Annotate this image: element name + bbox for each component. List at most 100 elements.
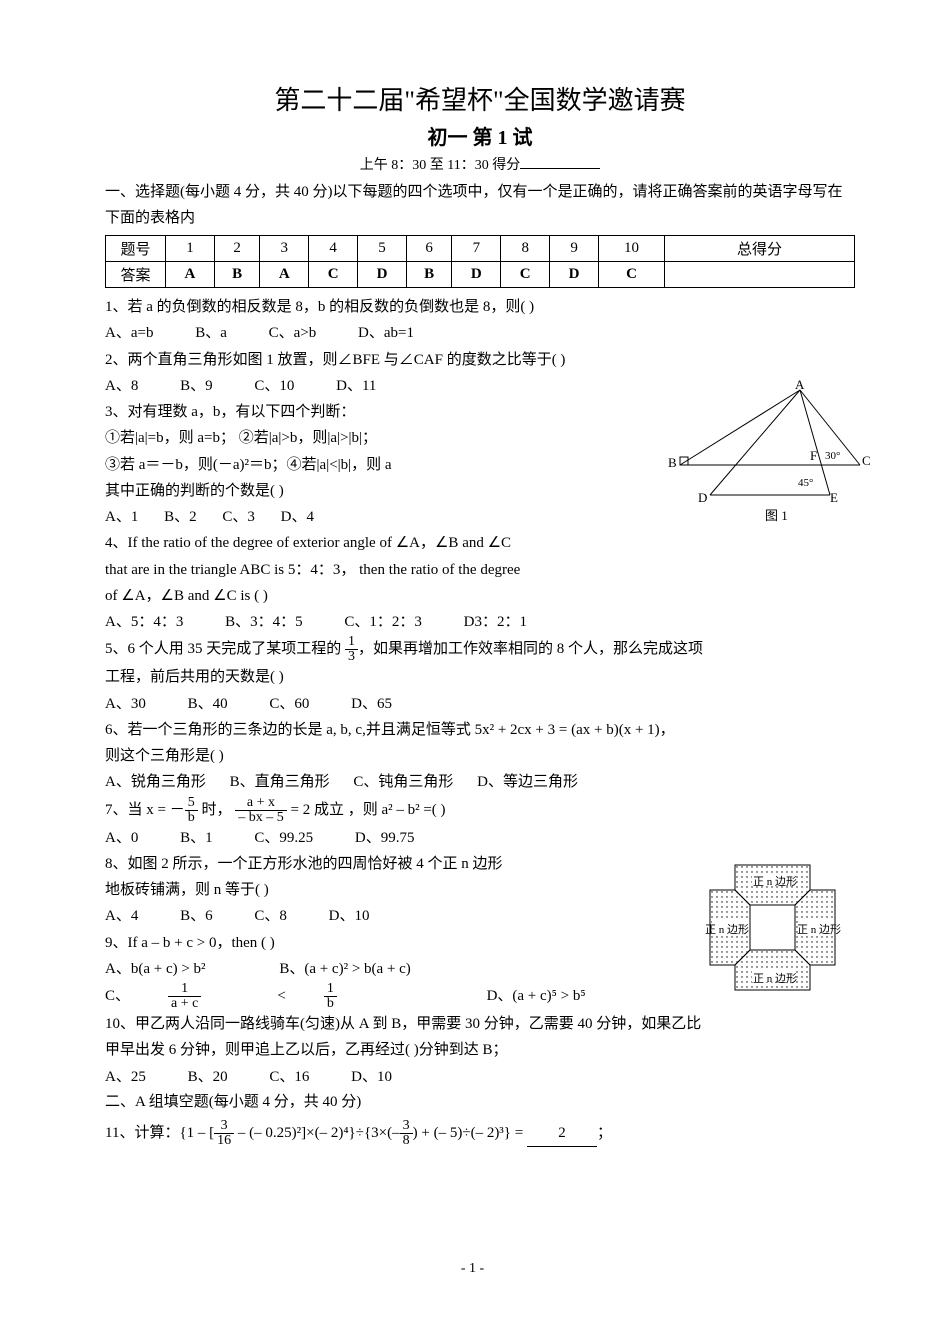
table-answer-row: 答案 A B A C D B D C D C	[106, 262, 855, 288]
figure-1: A B C D E F 30° 45° 图 1	[670, 385, 870, 525]
q6-a-opt: A、锐角三角形	[105, 769, 206, 795]
q5-a-opt: A、30	[105, 691, 146, 717]
fig2-top: 正 n 边形	[753, 873, 797, 889]
q6-b-opt: B、直角三角形	[230, 769, 330, 795]
fig2-left: 正 n 边形	[705, 921, 749, 937]
ans-4: C	[309, 262, 358, 288]
q5-b: ，如果再增加工作效率相同的 8 个人，那么完成这项	[358, 641, 703, 657]
q8-d-opt: D、10	[329, 903, 370, 929]
page-title: 第二十二届"希望杯"全国数学邀请赛	[105, 80, 855, 117]
ans-1: A	[166, 262, 215, 288]
q9-a-opt: A、b(a + c) > b²	[105, 956, 206, 982]
q8-c-opt: C、8	[254, 903, 287, 929]
q4-2: that are in the triangle ABC is 5：4：3， t…	[105, 557, 855, 583]
q7-c: = 2 成立 ，则 a² – b² =( )	[287, 801, 446, 817]
col-8: 8	[501, 236, 550, 262]
fig1-B: B	[668, 455, 677, 471]
q8-a-opt: A、4	[105, 903, 138, 929]
q11: 11、计算：{1 – [316 – (– 0.25)²]×(– 2)⁴}÷{3×…	[105, 1119, 855, 1148]
frac-3-16: 316	[214, 1119, 234, 1148]
q4-3: of ∠A，∠B and ∠C is ( )	[105, 583, 855, 609]
q9-b-opt: B、(a + c)² > b(a + c)	[279, 956, 411, 982]
q2-a: A、8	[105, 373, 138, 399]
q4-a: A、5：4：3	[105, 609, 183, 635]
q5-a: 5、6 个人用 35 天完成了某项工程的	[105, 641, 345, 657]
q11-d: ；	[597, 1125, 612, 1141]
score-blank	[520, 168, 600, 169]
col-2: 2	[214, 236, 259, 262]
q7-c-opt: C、99.25	[254, 825, 313, 851]
q11-answer: 2	[527, 1120, 597, 1147]
col-7: 7	[452, 236, 501, 262]
fig1-caption: 图 1	[765, 505, 788, 524]
q5: 5、6 个人用 35 天完成了某项工程的 13，如果再增加工作效率相同的 8 个…	[105, 635, 855, 664]
timeline: 上午 8：30 至 11：30 得分	[105, 154, 855, 174]
frac-ax: a + x– bx – 5	[235, 796, 287, 825]
ans-5: D	[358, 262, 407, 288]
q7-a: 7、当 x = －	[105, 801, 185, 817]
q5-d-opt: D、65	[351, 691, 392, 717]
fig1-A: A	[795, 377, 804, 393]
q2: 2、两个直角三角形如图 1 放置，则∠BFE 与∠CAF 的度数之比等于( )	[105, 347, 855, 373]
col-10: 10	[599, 236, 665, 262]
answer-table: 题号 1 2 3 4 5 6 7 8 9 10 总得分 答案 A B A C D…	[105, 235, 855, 288]
fig1-30: 30°	[825, 450, 840, 462]
q11-c: ) + (– 5)÷(– 2)³} =	[413, 1125, 527, 1141]
page-subtitle: 初一 第 1 试	[105, 121, 855, 150]
q1-c: C、a>b	[269, 320, 317, 346]
frac-1-b: 1b	[324, 982, 375, 1011]
frac-3-8: 38	[400, 1119, 413, 1148]
q4-c: C、1：2：3	[344, 609, 422, 635]
fig1-D: D	[698, 490, 707, 506]
q10-c-opt: C、16	[269, 1064, 309, 1090]
q1-a: A、a=b	[105, 320, 153, 346]
q9-d-opt: D、(a + c)⁵ > b⁵	[487, 983, 586, 1009]
ans-2: B	[214, 262, 259, 288]
col-5: 5	[358, 236, 407, 262]
timeline-text: 上午 8：30 至 11：30 得分	[360, 158, 520, 173]
fig1-E: E	[830, 490, 838, 506]
ans-9: D	[550, 262, 599, 288]
frac-5-b: 5b	[185, 796, 198, 825]
q10-b: 甲早出发 6 分钟，则甲追上乙以后，乙再经过( )分钟到达 B；	[105, 1037, 855, 1063]
q4-b: B、3：4：5	[225, 609, 303, 635]
q7-b-opt: B、1	[180, 825, 213, 851]
row-label: 答案	[106, 262, 166, 288]
q3-c: C、3	[222, 504, 255, 530]
fig1-F: F	[810, 448, 817, 464]
q7-d-opt: D、99.75	[355, 825, 415, 851]
q6-b: 则这个三角形是( )	[105, 743, 855, 769]
col-6: 6	[406, 236, 451, 262]
col-1: 1	[166, 236, 215, 262]
q3-b: B、2	[164, 504, 197, 530]
frac-1-ac: 1a + c	[168, 982, 239, 1011]
fig2-right: 正 n 边形	[797, 921, 841, 937]
q2-b: B、9	[180, 373, 213, 399]
q3-d: D、4	[281, 504, 314, 530]
q5-b-opt: B、40	[188, 691, 228, 717]
q10-opts: A、25 B、20 C、16 D、10	[105, 1064, 855, 1090]
q7-b: 时，	[198, 801, 232, 817]
q7: 7、当 x = －5b 时， a + x– bx – 5 = 2 成立 ，则 a…	[105, 796, 855, 825]
q1-d: D、ab=1	[358, 320, 414, 346]
q8-b-opt: B、6	[180, 903, 213, 929]
q11-a: 11、计算：{1 – [	[105, 1125, 214, 1141]
q1-opts: A、a=b B、a C、a>b D、ab=1	[105, 320, 855, 346]
q2-c: C、10	[254, 373, 294, 399]
fig1-C: C	[862, 453, 871, 469]
ans-3: A	[260, 262, 309, 288]
fig2-bottom: 正 n 边形	[753, 970, 797, 986]
q1-b: B、a	[195, 320, 227, 346]
q6-a: 6、若一个三角形的三条边的长是 a, b, c,并且满足恒等式 5x² + 2c…	[105, 717, 855, 743]
table-header-row: 题号 1 2 3 4 5 6 7 8 9 10 总得分	[106, 236, 855, 262]
q5-c: 工程，前后共用的天数是( )	[105, 664, 855, 690]
fig1-45: 45°	[798, 477, 813, 489]
q6-d-opt: D、等边三角形	[477, 769, 578, 795]
q10-d-opt: D、10	[351, 1064, 392, 1090]
frac-1-3: 13	[345, 635, 358, 664]
ans-10: C	[599, 262, 665, 288]
q7-a-opt: A、0	[105, 825, 138, 851]
col-4: 4	[309, 236, 358, 262]
ans-7: D	[452, 262, 501, 288]
q10-a: 10、甲乙两人沿同一路线骑车(匀速)从 A 到 B，甲需要 30 分钟，乙需要 …	[105, 1011, 855, 1037]
